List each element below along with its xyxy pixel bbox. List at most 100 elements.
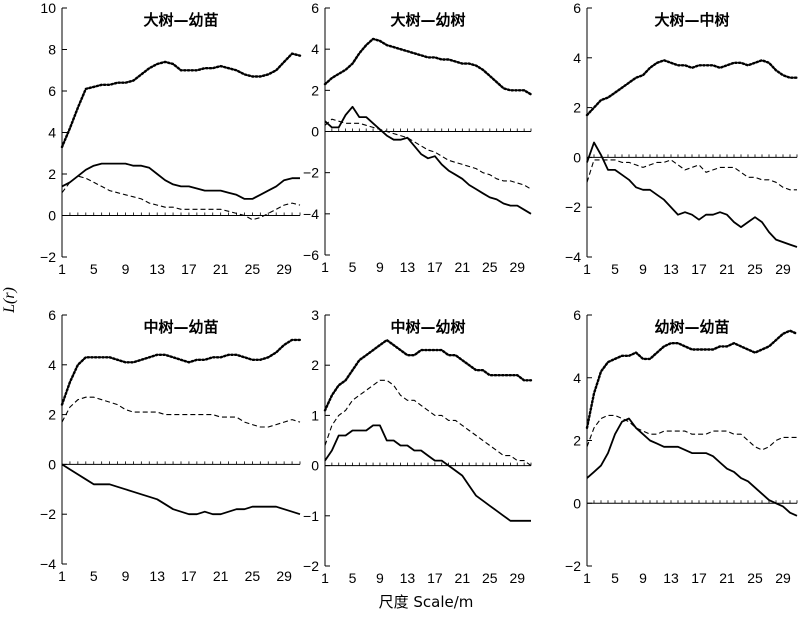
x-tick-label: 21 bbox=[455, 570, 471, 586]
x-tick-label: 13 bbox=[663, 261, 679, 277]
series-dotted bbox=[60, 52, 302, 149]
y-tick-label: 6 bbox=[48, 307, 56, 323]
y-tick-label: −4 bbox=[40, 556, 56, 572]
x-tick-label: 13 bbox=[400, 570, 416, 586]
x-tick-label: 29 bbox=[509, 570, 525, 586]
y-tick-label: 3 bbox=[311, 307, 319, 323]
x-tick-label: 17 bbox=[181, 568, 197, 584]
series-dotted bbox=[585, 59, 799, 117]
y-tick-label: −2 bbox=[565, 558, 581, 574]
panel-title: 大树—中树 bbox=[654, 11, 729, 29]
x-tick-label: 5 bbox=[611, 261, 619, 277]
x-tick-label: 9 bbox=[376, 570, 384, 586]
x-tick-label: 9 bbox=[639, 570, 647, 586]
y-tick-label: 1 bbox=[311, 407, 319, 423]
series-dashed bbox=[61, 175, 301, 221]
series-dashed bbox=[586, 414, 797, 451]
x-tick-label: 21 bbox=[213, 568, 229, 584]
series-dashed bbox=[61, 396, 301, 428]
y-tick-label: 0 bbox=[48, 208, 56, 224]
x-tick-label: 9 bbox=[639, 261, 647, 277]
x-tick-label: 17 bbox=[427, 570, 443, 586]
x-tick-label: 17 bbox=[181, 261, 197, 277]
panel-title: 中树—幼树 bbox=[390, 318, 465, 336]
y-tick-label: 6 bbox=[573, 0, 581, 16]
series-solid bbox=[61, 162, 300, 200]
panel-title: 中树—幼苗 bbox=[143, 318, 218, 336]
x-tick-label: 17 bbox=[691, 261, 707, 277]
y-tick-label: −2 bbox=[303, 165, 319, 181]
panel-3: −4 −2 0 2 4 6 1 5 9 13 17 21 25 29 大树—中树 bbox=[565, 0, 799, 277]
panel-5: −2 −1 0 1 2 3 1 5 9 13 17 21 25 29 中树—幼树 bbox=[303, 307, 533, 586]
y-tick-label: 2 bbox=[48, 407, 56, 423]
series-solid bbox=[324, 105, 532, 215]
x-tick-label: 21 bbox=[719, 261, 735, 277]
y-tick-label: −2 bbox=[565, 199, 581, 215]
x-tick-label: 13 bbox=[149, 261, 165, 277]
y-tick-label: −2 bbox=[40, 506, 56, 522]
y-tick-label: 2 bbox=[311, 82, 319, 98]
panel-4: −4 −2 0 2 4 6 1 5 9 13 17 21 25 29 中树—幼苗 bbox=[40, 307, 302, 584]
series-solid bbox=[586, 141, 798, 248]
y-tick-label: 4 bbox=[573, 370, 581, 386]
x-tick-label: 5 bbox=[349, 570, 357, 586]
x-tick-label: 29 bbox=[276, 568, 292, 584]
panel-1: −2 0 2 4 6 8 10 1 5 9 13 17 21 25 29 大树—幼苗 bbox=[40, 0, 302, 277]
x-tick-label: 17 bbox=[691, 570, 707, 586]
panel-title: 幼树—幼苗 bbox=[654, 318, 729, 336]
y-tick-label: 2 bbox=[48, 166, 56, 182]
series-solid bbox=[586, 417, 798, 517]
y-axis-label: L(r) bbox=[1, 287, 18, 314]
y-tick-label: 6 bbox=[48, 83, 56, 99]
panel-title: 大树—幼树 bbox=[390, 11, 465, 29]
y-tick-label: 0 bbox=[311, 458, 319, 474]
x-tick-label: 1 bbox=[58, 261, 66, 277]
series-dashed bbox=[586, 159, 797, 191]
x-tick-label: 13 bbox=[149, 568, 165, 584]
x-tick-label: 1 bbox=[321, 259, 329, 275]
panel-title: 大树—幼苗 bbox=[143, 11, 218, 29]
x-tick-label: 25 bbox=[747, 570, 763, 586]
x-tick-label: 5 bbox=[349, 259, 357, 275]
x-tick-label: 25 bbox=[245, 568, 261, 584]
series-solid bbox=[324, 424, 531, 522]
x-tick-label: 5 bbox=[90, 568, 98, 584]
series-dotted bbox=[60, 338, 302, 406]
x-tick-label: 29 bbox=[775, 261, 791, 277]
x-tick-label: 25 bbox=[245, 261, 261, 277]
x-tick-label: 29 bbox=[276, 261, 292, 277]
x-tick-label: 5 bbox=[611, 570, 619, 586]
y-tick-label: 2 bbox=[573, 100, 581, 116]
panel-2: −6 −4 −2 0 2 4 6 1 5 9 13 17 21 25 29 大树—幼树 bbox=[303, 0, 533, 275]
x-tick-label: 1 bbox=[58, 568, 66, 584]
y-tick-label: 0 bbox=[48, 456, 56, 472]
x-tick-label: 9 bbox=[376, 259, 384, 275]
y-tick-label: 2 bbox=[311, 357, 319, 373]
y-tick-label: 2 bbox=[573, 433, 581, 449]
x-tick-label: 1 bbox=[321, 570, 329, 586]
x-tick-label: 9 bbox=[122, 568, 130, 584]
series-solid bbox=[61, 463, 301, 516]
series-dashed bbox=[324, 118, 532, 190]
x-tick-label: 21 bbox=[719, 570, 735, 586]
x-tick-label: 25 bbox=[482, 570, 498, 586]
x-tick-label: 25 bbox=[747, 261, 763, 277]
x-tick-label: 1 bbox=[583, 570, 591, 586]
x-tick-label: 1 bbox=[583, 261, 591, 277]
series-dotted bbox=[323, 37, 533, 96]
series-dashed bbox=[324, 379, 532, 467]
x-tick-label: 21 bbox=[213, 261, 229, 277]
y-tick-label: −2 bbox=[303, 558, 319, 574]
x-tick-label: 9 bbox=[122, 261, 130, 277]
series-dotted bbox=[323, 338, 533, 412]
y-tick-label: 0 bbox=[311, 124, 319, 140]
panel-6: −2 0 2 4 6 1 5 9 13 17 21 25 29 幼树—幼苗 bbox=[565, 307, 799, 586]
y-tick-label: 0 bbox=[573, 495, 581, 511]
x-tick-label: 29 bbox=[775, 570, 791, 586]
x-tick-label: 5 bbox=[90, 261, 98, 277]
series-dotted bbox=[585, 329, 799, 430]
x-tick-label: 25 bbox=[482, 259, 498, 275]
x-tick-label: 13 bbox=[400, 259, 416, 275]
